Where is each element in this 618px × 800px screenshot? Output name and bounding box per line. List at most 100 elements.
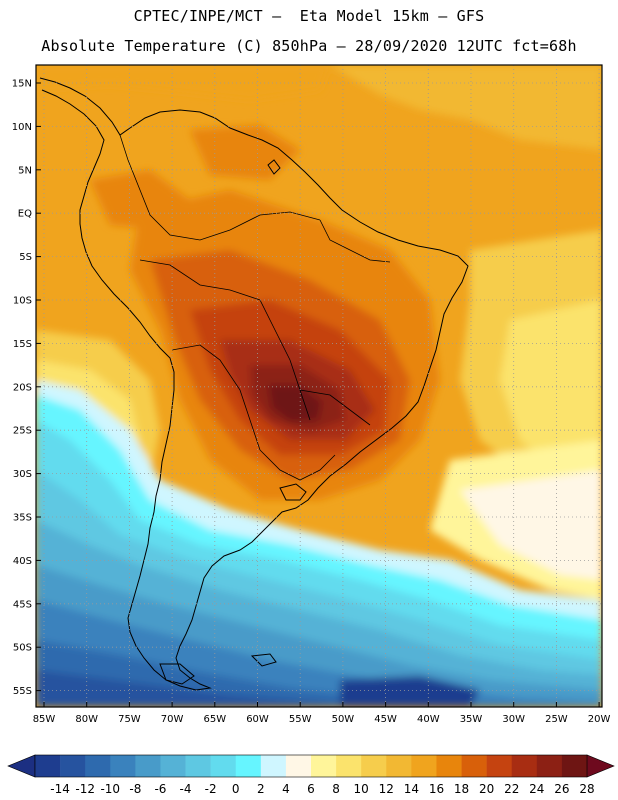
colorbar-label: 12 <box>379 782 394 796</box>
colorbar-swatch <box>60 755 86 777</box>
colorbar-swatch <box>260 755 287 777</box>
colorbar-swatch <box>85 755 111 777</box>
tierra-del-fuego-outline <box>159 663 195 685</box>
continent-outline <box>39 77 469 691</box>
colorbar-label: 8 <box>332 782 340 796</box>
latitude-labels: 15N 10N 5N EQ 5S 10S 15S 20S 25S 30S 35S 40S 45S 50S 5… <box>12 79 41 697</box>
lat-label: 45S <box>13 599 32 610</box>
colorbar-label: 16 <box>429 782 444 796</box>
field-band-cool-9 <box>36 670 440 707</box>
colorbar-swatch <box>561 755 588 777</box>
map-frame <box>35 64 603 708</box>
colorbar-swatch <box>536 755 563 777</box>
border-uruguay <box>259 449 336 481</box>
colorbar-label: -4 <box>180 782 192 796</box>
colorbar-label: 22 <box>504 782 519 796</box>
lat-label: 10N <box>12 122 32 133</box>
chart-title-line-1: CPTEC/INPE/MCT – Eta Model 15km – GFS <box>133 7 485 25</box>
colorbar-swatch <box>411 755 437 777</box>
longitude-labels: 85W 80W 75W 70W 65W 60W 55W 50W 45W 40W 35W 30W 25W 2… <box>33 702 611 725</box>
colorbar-label: 4 <box>282 782 290 796</box>
border-paraguay <box>299 389 371 426</box>
colorbar-swatch <box>35 755 61 777</box>
lon-label: 25W <box>545 714 568 725</box>
colorbar-swatch <box>110 755 136 777</box>
colorbar-label: 2 <box>257 782 265 796</box>
lon-label: 50W <box>332 714 355 725</box>
colorbar-border <box>34 754 588 778</box>
colorbar-swatch <box>336 755 362 777</box>
field-north-east-band <box>330 65 602 150</box>
trinidad-outline <box>267 159 281 175</box>
rio-de-la-plata-outline <box>279 483 307 501</box>
coastline <box>39 77 469 691</box>
colorbar-label: -12 <box>75 782 95 796</box>
lon-label: 75W <box>118 714 141 725</box>
lat-label: 5N <box>18 165 32 176</box>
lat-label: 15N <box>12 79 32 90</box>
colorbar-swatch <box>511 755 538 777</box>
colorbar-over-arrow <box>586 754 615 778</box>
colorbar-swatch <box>361 755 387 777</box>
colorbar-label: 24 <box>529 782 544 796</box>
field-north-west-band <box>36 65 330 100</box>
chart-title-line-2: Absolute Temperature (C) 850hPa – 28/09/… <box>41 37 577 55</box>
colorbar-label: -10 <box>100 782 120 796</box>
field-continent-peak <box>268 385 322 422</box>
colorbar-under-arrow <box>7 754 36 778</box>
colorbar-swatch <box>311 755 337 777</box>
colorbar-label: -14 <box>50 782 70 796</box>
colorbar-swatch <box>235 755 262 777</box>
colorbar-swatch <box>461 755 487 777</box>
lon-label: 80W <box>75 714 98 725</box>
lon-label: 70W <box>161 714 184 725</box>
lat-label: EQ <box>18 209 32 220</box>
colorbar-label: 6 <box>307 782 315 796</box>
field-band-cold-core <box>340 676 480 707</box>
border-andes <box>171 344 261 451</box>
lat-label: 40S <box>13 556 32 567</box>
field-atlantic-lightyellow <box>500 300 602 480</box>
border-guianas <box>319 219 391 263</box>
lat-label: 35S <box>13 513 32 524</box>
lon-label: 40W <box>417 714 440 725</box>
colorbar-label: -2 <box>205 782 217 796</box>
colorbar-swatch <box>486 755 513 777</box>
lon-label: 30W <box>502 714 525 725</box>
lon-label: 45W <box>374 714 397 725</box>
lon-label: 85W <box>33 714 56 725</box>
colorbar-label: 26 <box>554 782 569 796</box>
colorbar-swatch <box>160 755 186 777</box>
colorbar-swatch <box>210 755 237 777</box>
colorbar-swatch <box>135 755 161 777</box>
colorbar-swatch <box>436 755 462 777</box>
lon-label: 35W <box>460 714 483 725</box>
colorbar-label: 0 <box>232 782 240 796</box>
lat-label: 50S <box>13 643 32 654</box>
colorbar-swatch <box>185 755 211 777</box>
colorbar-label: 18 <box>454 782 469 796</box>
colorbar-label: -6 <box>154 782 166 796</box>
temperature-field <box>36 65 602 707</box>
lat-label: 55S <box>13 686 32 697</box>
lat-label: 5S <box>19 252 32 263</box>
lon-label: 55W <box>289 714 312 725</box>
lat-label: 30S <box>13 469 32 480</box>
field-venezuela-warm <box>190 125 300 180</box>
colorbar-label: 28 <box>579 782 594 796</box>
lon-label: 60W <box>246 714 269 725</box>
colorbar-label: 20 <box>479 782 494 796</box>
field-south-atlantic-cream <box>460 470 602 580</box>
border-north <box>119 134 321 241</box>
lat-label: 20S <box>13 382 32 393</box>
field-northwest-warm <box>90 170 190 230</box>
colorbar-swatch <box>386 755 412 777</box>
lon-label: 65W <box>203 714 226 725</box>
colorbar-label: -8 <box>129 782 141 796</box>
lat-label: 25S <box>13 426 32 437</box>
colorbar-label: 10 <box>354 782 369 796</box>
lon-label: 20W <box>588 714 611 725</box>
colorbar-label: 14 <box>404 782 419 796</box>
falklands-outline <box>250 653 277 667</box>
